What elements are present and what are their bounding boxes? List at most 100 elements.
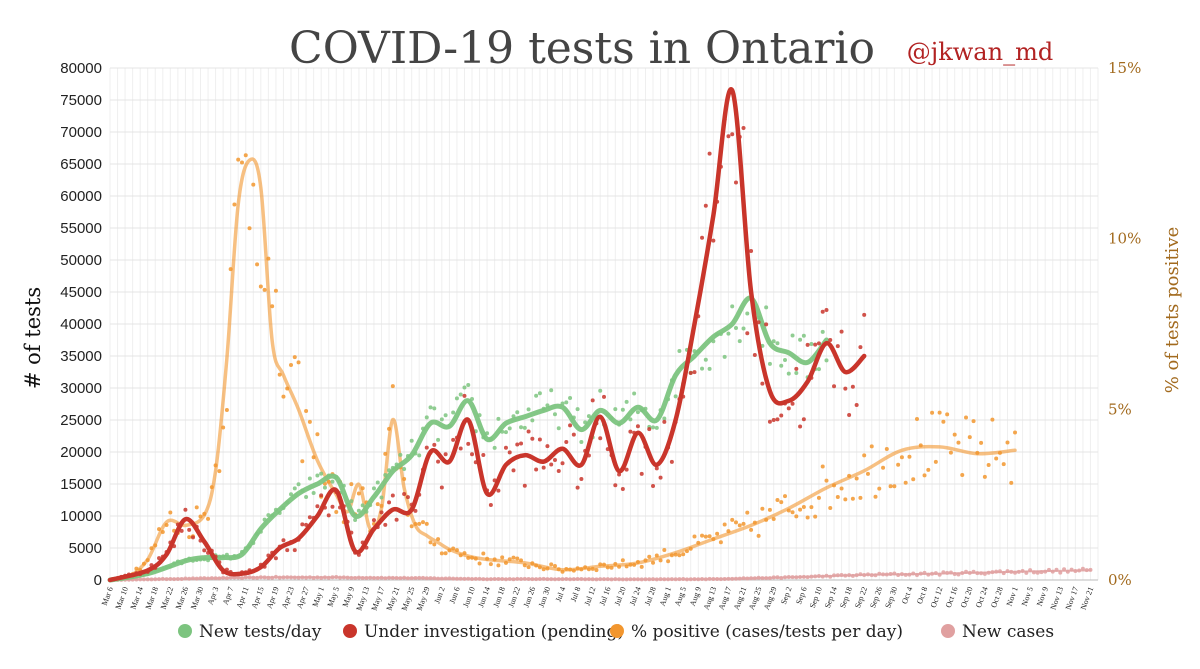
data-point [375, 502, 380, 507]
data-point [677, 553, 682, 558]
data-point [779, 363, 784, 368]
y-tick-label: 45000 [60, 284, 102, 301]
data-point [579, 477, 584, 482]
x-tick-label: Apr 7 [221, 586, 236, 606]
data-point [922, 473, 927, 478]
data-point [628, 429, 633, 434]
data-point [850, 384, 855, 389]
data-point [654, 425, 659, 430]
x-tick-label: Nov 17 [1064, 586, 1081, 611]
x-tick-label: Sep 26 [868, 586, 884, 610]
data-point [775, 498, 780, 503]
data-point [390, 493, 395, 498]
data-point [496, 416, 501, 421]
data-point [620, 407, 625, 412]
data-point [488, 562, 493, 567]
data-point [315, 432, 320, 437]
data-point [292, 355, 297, 360]
data-point [700, 366, 705, 371]
data-point [688, 370, 693, 375]
data-point [801, 417, 806, 422]
x-tick-label: Jun 18 [491, 586, 507, 609]
data-point [952, 432, 957, 437]
data-point [733, 326, 738, 331]
x-tick-label: Oct 20 [959, 586, 975, 609]
x-tick-label: Jul 24 [628, 586, 643, 607]
data-point [334, 509, 339, 514]
data-point [492, 445, 497, 450]
x-tick-label: Oct 8 [915, 586, 929, 606]
data-point [598, 436, 603, 441]
data-point [522, 483, 527, 488]
x-tick-label: Oct 12 [929, 586, 945, 609]
x-tick-label: Sep 22 [853, 586, 869, 610]
y2-axis-label: % of tests positive [1162, 227, 1183, 394]
y2-tick-label: 0% [1108, 571, 1132, 589]
data-point [635, 424, 640, 429]
data-point [937, 410, 942, 415]
data-point [930, 410, 935, 415]
y-tick-label: 75000 [60, 92, 102, 109]
data-point [424, 445, 429, 450]
data-point [907, 454, 912, 459]
data-point [383, 522, 388, 527]
x-tick-label: Sep 14 [823, 586, 839, 610]
data-point [783, 357, 788, 362]
x-tick-label: Jul 28 [643, 586, 658, 607]
data-point [839, 329, 844, 334]
data-point [869, 444, 874, 449]
data-point [436, 459, 441, 464]
data-point [620, 486, 625, 491]
data-point [202, 548, 207, 553]
data-point [530, 418, 535, 423]
x-tick-label: May 9 [341, 586, 357, 609]
data-point [522, 425, 527, 430]
data-point [454, 396, 459, 401]
x-tick-label: Jun 6 [447, 586, 461, 605]
data-point [700, 235, 705, 240]
data-point [511, 555, 516, 560]
data-point [304, 495, 309, 500]
data-point [360, 503, 365, 508]
data-point [854, 402, 859, 407]
data-point [330, 504, 335, 509]
x-tick-label: May 5 [326, 586, 342, 609]
data-point [326, 513, 331, 518]
data-point [526, 407, 531, 412]
data-point [488, 502, 493, 507]
data-point [703, 357, 708, 362]
data-point [545, 444, 550, 449]
legend-label: Under investigation (pending) [364, 622, 624, 642]
data-point [941, 419, 946, 424]
data-point [745, 311, 750, 316]
data-point [515, 556, 520, 561]
series-line [107, 295, 829, 583]
data-point [779, 413, 784, 418]
data-point [466, 441, 471, 446]
data-point [503, 445, 508, 450]
x-tick-label: Sep 6 [794, 586, 809, 606]
x-tick-label: Aug 21 [732, 586, 749, 611]
x-tick-label: Sep 10 [808, 586, 824, 610]
data-point [926, 467, 931, 472]
grid-layer [109, 67, 1099, 581]
data-point [481, 453, 486, 458]
data-point [432, 442, 437, 447]
data-point [273, 288, 278, 293]
data-point [647, 427, 652, 432]
data-point [251, 182, 256, 187]
data-point [217, 469, 222, 474]
x-tick-label: Apr 19 [265, 586, 281, 610]
data-point [666, 559, 671, 564]
x-tick-label: Nov 1 [1005, 586, 1020, 608]
data-point [764, 322, 769, 327]
x-tick-label: Mar 18 [144, 586, 160, 611]
data-point [982, 474, 987, 479]
data-point [451, 410, 456, 415]
data-point [730, 517, 735, 522]
data-point [319, 471, 324, 476]
data-point [417, 453, 422, 458]
data-point [443, 413, 448, 418]
data-point [635, 410, 640, 415]
